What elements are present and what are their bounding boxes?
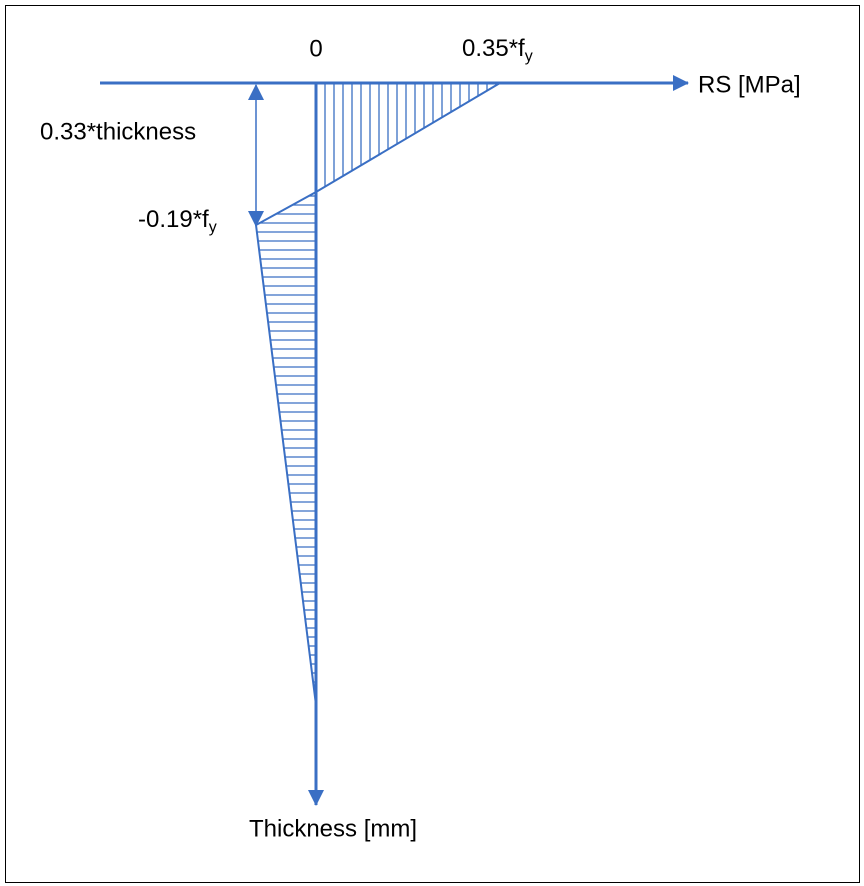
- label-text: -0.19*f: [138, 206, 209, 233]
- depth-label: 0.33*thickness: [40, 118, 196, 145]
- frame: [5, 5, 860, 883]
- top-value-label: 0.35*fy: [462, 35, 533, 65]
- bottom-value-label: -0.19*fy: [138, 206, 217, 236]
- y-axis-label: Thickness [mm]: [249, 815, 417, 842]
- label-subscript: y: [209, 219, 217, 236]
- label-subscript: y: [525, 48, 533, 65]
- label-text: 0.35*f: [462, 35, 525, 62]
- x-axis-label: RS [MPa]: [698, 71, 801, 98]
- zero-label: 0: [309, 35, 322, 62]
- stress-profile: [254, 82, 501, 706]
- hatching: [256, 83, 497, 701]
